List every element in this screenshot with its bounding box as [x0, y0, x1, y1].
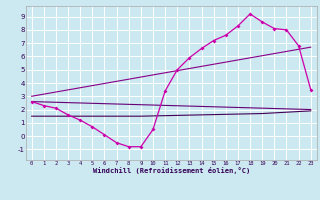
X-axis label: Windchill (Refroidissement éolien,°C): Windchill (Refroidissement éolien,°C) — [92, 167, 250, 174]
